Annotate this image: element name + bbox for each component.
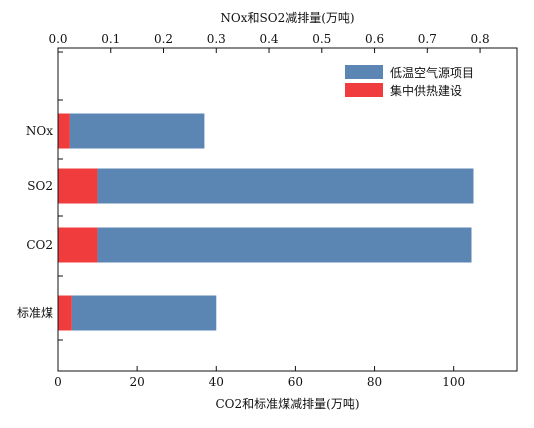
bottom-tick-label: 80 xyxy=(367,375,382,389)
top-tick-label: 0.2 xyxy=(154,32,173,46)
bottom-tick-label: 60 xyxy=(288,375,303,389)
bottom-tick-label: 40 xyxy=(209,375,224,389)
category-label: CO2 xyxy=(26,238,53,252)
top-tick-label: 0.6 xyxy=(365,32,384,46)
bottom-axis-title: CO2和标准煤减排量(万吨) xyxy=(215,397,359,411)
top-tick-label: 0.0 xyxy=(48,32,67,46)
legend-swatch xyxy=(345,83,383,97)
bottom-tick-label: 0 xyxy=(54,375,62,389)
top-tick-label: 0.3 xyxy=(207,32,226,46)
top-tick-label: 0.8 xyxy=(471,32,490,46)
bar-central-heating-0 xyxy=(58,113,70,149)
bars-layer xyxy=(58,113,474,331)
bar-air-source-2 xyxy=(97,227,472,263)
top-tick-label: 0.1 xyxy=(101,32,120,46)
axes-layer: 0 20 40 60 80 100 0.0 0.1 0.2 0.3 0.4 0.5 0.6 0.7 0.8 N… xyxy=(17,32,490,389)
plot-frame xyxy=(57,47,518,372)
legend-swatch xyxy=(345,65,383,79)
bar-air-source-0 xyxy=(69,113,205,149)
top-tick-label: 0.7 xyxy=(418,32,437,46)
category-label: NOx xyxy=(26,124,53,138)
category-label: SO2 xyxy=(27,179,53,193)
top-tick-label: 0.5 xyxy=(312,32,331,46)
bar-central-heating-3 xyxy=(58,295,72,331)
bar-central-heating-2 xyxy=(58,227,98,263)
bar-central-heating-1 xyxy=(58,168,98,204)
legend-label: 集中供热建设 xyxy=(390,83,462,98)
bottom-tick-label: 100 xyxy=(442,375,465,389)
bar-air-source-3 xyxy=(71,295,217,331)
top-axis-title: NOx和SO2减排量(万吨) xyxy=(220,11,354,25)
category-label: 标准煤 xyxy=(17,306,53,320)
legend-label: 低温空气源项目 xyxy=(390,65,474,80)
bottom-tick-label: 20 xyxy=(129,375,144,389)
top-tick-label: 0.4 xyxy=(259,32,278,46)
bar-air-source-1 xyxy=(97,168,474,204)
